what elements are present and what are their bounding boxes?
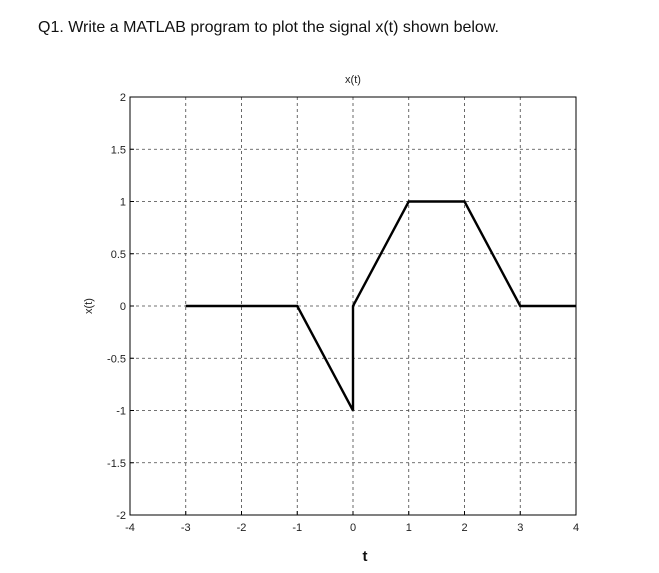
y-tick-label: -0.5 [107,353,126,365]
series-layer [185,200,576,412]
y-tick-label: 1 [120,197,126,209]
x-tick-label: 3 [517,522,523,534]
y-tick-label: -1.5 [107,458,126,470]
y-axis-label: x(t) [83,298,95,314]
y-tick-label: 2 [120,92,126,104]
x-tick-label: -2 [237,522,247,534]
x-tick-labels: -4 -3 -2 -1 0 1 2 3 4 [125,522,579,534]
x-tick-label: 2 [461,522,467,534]
y-tick-label: 0.5 [111,249,126,261]
y-tick-label: -1 [116,406,126,418]
x-tick-label: 4 [573,522,579,534]
y-tick-labels: 2 1.5 1 0.5 0 -0.5 -1 -1.5 -2 [107,92,126,522]
x-tick-label: 0 [350,522,356,534]
y-tick-label: -2 [116,510,126,522]
question-text: Q1. Write a MATLAB program to plot the s… [38,19,499,36]
x-tick-label: -4 [125,522,135,534]
x-tick-label: 1 [406,522,412,534]
x-tick-label: -3 [181,522,191,534]
y-tick-label: 0 [120,301,126,313]
chart-title: x(t) [345,74,361,86]
x-tick-label: -1 [292,522,302,534]
signal-line [185,200,576,412]
y-tick-label: 1.5 [111,144,126,156]
x-axis-label: t [363,548,368,565]
